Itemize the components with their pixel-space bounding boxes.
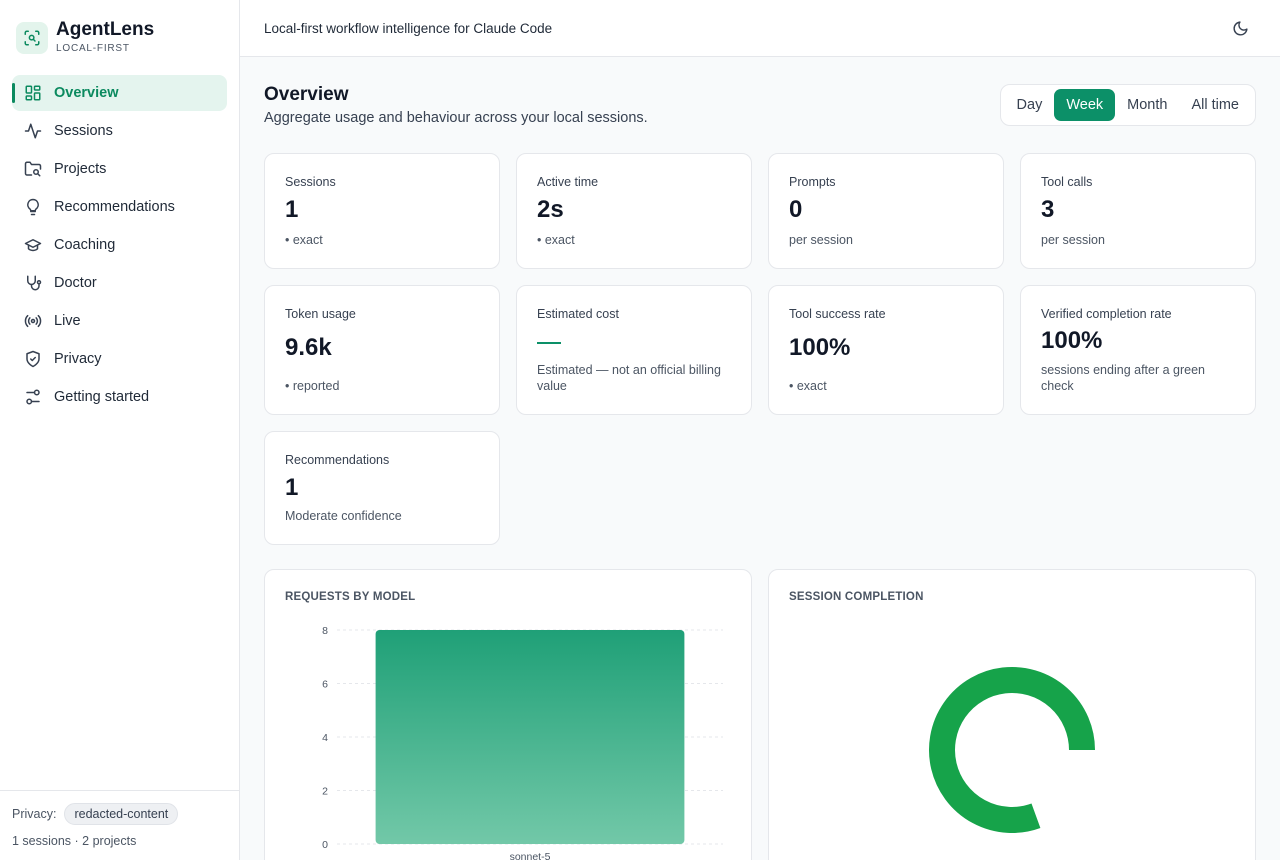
sidebar-item-live[interactable]: Live <box>12 303 227 339</box>
privacy-label: Privacy: <box>12 807 57 821</box>
verified-completion-card[interactable]: Verified completion rate 100% sessions e… <box>1020 285 1256 415</box>
active-time-card[interactable]: Active time 2s • exact <box>516 153 752 269</box>
bar-sonnet-5[interactable] <box>375 630 685 844</box>
stat-value: 0 <box>789 196 803 223</box>
sidebar-item-sessions[interactable]: Sessions <box>12 113 227 149</box>
stat-value: 9.6k <box>285 334 332 361</box>
tool-success-rate-card[interactable]: Tool success rate 100% • exact <box>768 285 1004 415</box>
x-tick-label: sonnet-5 <box>510 851 551 860</box>
empty-value-dash <box>537 342 561 344</box>
stat-value: 100% <box>789 334 851 361</box>
session-completion-chart <box>929 667 1095 833</box>
requests-by-model-chart: 0 2 4 6 8 sonnet-5 <box>322 625 723 860</box>
panel-title: REQUESTS BY MODEL <box>285 591 416 603</box>
sidebar-nav: Overview Sessions Projects Recommendatio… <box>12 75 227 417</box>
token-usage-card[interactable]: Token usage 9.6k • reported <box>264 285 500 415</box>
time-range-selector: Day Week Month All time <box>999 84 1256 126</box>
stat-note: • reported <box>285 379 340 393</box>
shield-check-icon <box>24 350 42 368</box>
sidebar-item-label: Privacy <box>54 351 102 367</box>
prompts-card[interactable]: Prompts 0 per session <box>768 153 1004 269</box>
sidebar-item-overview[interactable]: Overview <box>12 75 227 111</box>
sidebar-item-label: Getting started <box>54 389 150 405</box>
stat-label: Tool success rate <box>789 307 886 321</box>
donut-slice-completed[interactable] <box>929 667 1095 833</box>
stat-value: 1 <box>285 474 299 501</box>
y-tick-label: 2 <box>322 786 328 798</box>
y-tick-label: 6 <box>322 679 328 691</box>
moon-icon <box>1233 20 1248 35</box>
main-content: Overview Aggregate usage and behaviour a… <box>240 57 1280 860</box>
stat-note: • exact <box>789 379 827 393</box>
topbar: Local-first workflow intelligence for Cl… <box>240 0 1280 57</box>
stat-note: • exact <box>285 233 323 247</box>
estimated-cost-card[interactable]: Estimated cost Estimated — not an offici… <box>516 285 752 415</box>
activity-icon <box>24 122 42 140</box>
range-week-button[interactable]: Week <box>1054 89 1116 121</box>
stat-label: Tool calls <box>1041 175 1093 189</box>
privacy-mode-badge[interactable]: redacted-content <box>64 803 179 825</box>
sidebar-footer: Privacy: redacted-content 1 sessions · 2… <box>0 790 239 860</box>
stat-label: Active time <box>537 175 599 189</box>
stat-label: Token usage <box>285 307 356 321</box>
stat-value: 3 <box>1041 196 1055 223</box>
stat-label: Recommendations <box>285 453 390 467</box>
y-tick-label: 8 <box>322 625 328 637</box>
sidebar-item-label: Coaching <box>54 237 116 253</box>
app-tagline: Local-first workflow intelligence for Cl… <box>264 20 553 36</box>
theme-toggle-button[interactable] <box>1230 18 1250 38</box>
sidebar-item-projects[interactable]: Projects <box>12 151 227 187</box>
session-completion-panel: SESSION COMPLETION <box>768 569 1256 860</box>
grid-icon <box>24 84 42 102</box>
sidebar-item-coaching[interactable]: Coaching <box>12 227 227 263</box>
stat-label: Verified completion rate <box>1041 307 1172 321</box>
sidebar-item-recommendations[interactable]: Recommendations <box>12 189 227 225</box>
sidebar-item-label: Projects <box>54 161 107 177</box>
stat-label: Estimated cost <box>537 307 619 321</box>
lightbulb-icon <box>24 198 42 216</box>
stat-value: 1 <box>285 196 299 223</box>
radio-icon <box>24 312 42 330</box>
tool-calls-card[interactable]: Tool calls 3 per session <box>1020 153 1256 269</box>
y-tick-label: 4 <box>322 732 328 744</box>
range-month-button[interactable]: Month <box>1127 97 1168 113</box>
stat-note: per session <box>789 233 853 247</box>
recommendations-card[interactable]: Recommendations 1 Moderate confidence <box>264 431 500 545</box>
sidebar-item-label: Doctor <box>54 275 97 291</box>
stat-note: • exact <box>537 233 575 247</box>
page-subtitle: Aggregate usage and behaviour across you… <box>264 110 648 126</box>
brand-name: AgentLens <box>56 19 155 40</box>
range-all-time-button[interactable]: All time <box>1191 97 1239 113</box>
sliders-icon <box>24 388 42 406</box>
session-project-counts: 1 sessions · 2 projects <box>12 834 137 848</box>
y-tick-label: 0 <box>322 839 328 851</box>
sidebar-item-label: Live <box>54 313 81 329</box>
stat-value: 100% <box>1041 327 1103 354</box>
stat-note: sessions ending after a green check <box>1041 363 1205 393</box>
stat-note: Estimated — not an official billing valu… <box>537 363 721 393</box>
graduation-cap-icon <box>24 236 42 254</box>
brand-subtitle: LOCAL-FIRST <box>56 43 130 54</box>
stat-label: Prompts <box>789 175 836 189</box>
stethoscope-icon <box>24 274 42 292</box>
sidebar-item-label: Sessions <box>54 123 113 139</box>
sidebar: AgentLens LOCAL-FIRST Overview Sessions … <box>0 0 240 860</box>
folder-search-icon <box>24 160 42 178</box>
sidebar-item-doctor[interactable]: Doctor <box>12 265 227 301</box>
page-title: Overview <box>264 84 349 105</box>
panel-title: SESSION COMPLETION <box>789 591 924 603</box>
sidebar-item-privacy[interactable]: Privacy <box>12 341 227 377</box>
sessions-card[interactable]: Sessions 1 • exact <box>264 153 500 269</box>
sidebar-item-getting-started[interactable]: Getting started <box>12 379 227 415</box>
sidebar-item-label: Recommendations <box>54 199 175 215</box>
stat-value: 2s <box>537 196 564 223</box>
scan-search-icon <box>16 21 48 54</box>
sidebar-item-label: Overview <box>54 85 119 101</box>
stat-note: Moderate confidence <box>285 509 402 523</box>
range-day-button[interactable]: Day <box>1016 97 1043 113</box>
stat-label: Sessions <box>285 175 336 189</box>
brand[interactable]: AgentLens LOCAL-FIRST <box>16 19 154 56</box>
requests-by-model-panel: REQUESTS BY MODEL 0 2 4 6 8 sonnet-5 <box>264 569 752 860</box>
stat-note: per session <box>1041 233 1105 247</box>
